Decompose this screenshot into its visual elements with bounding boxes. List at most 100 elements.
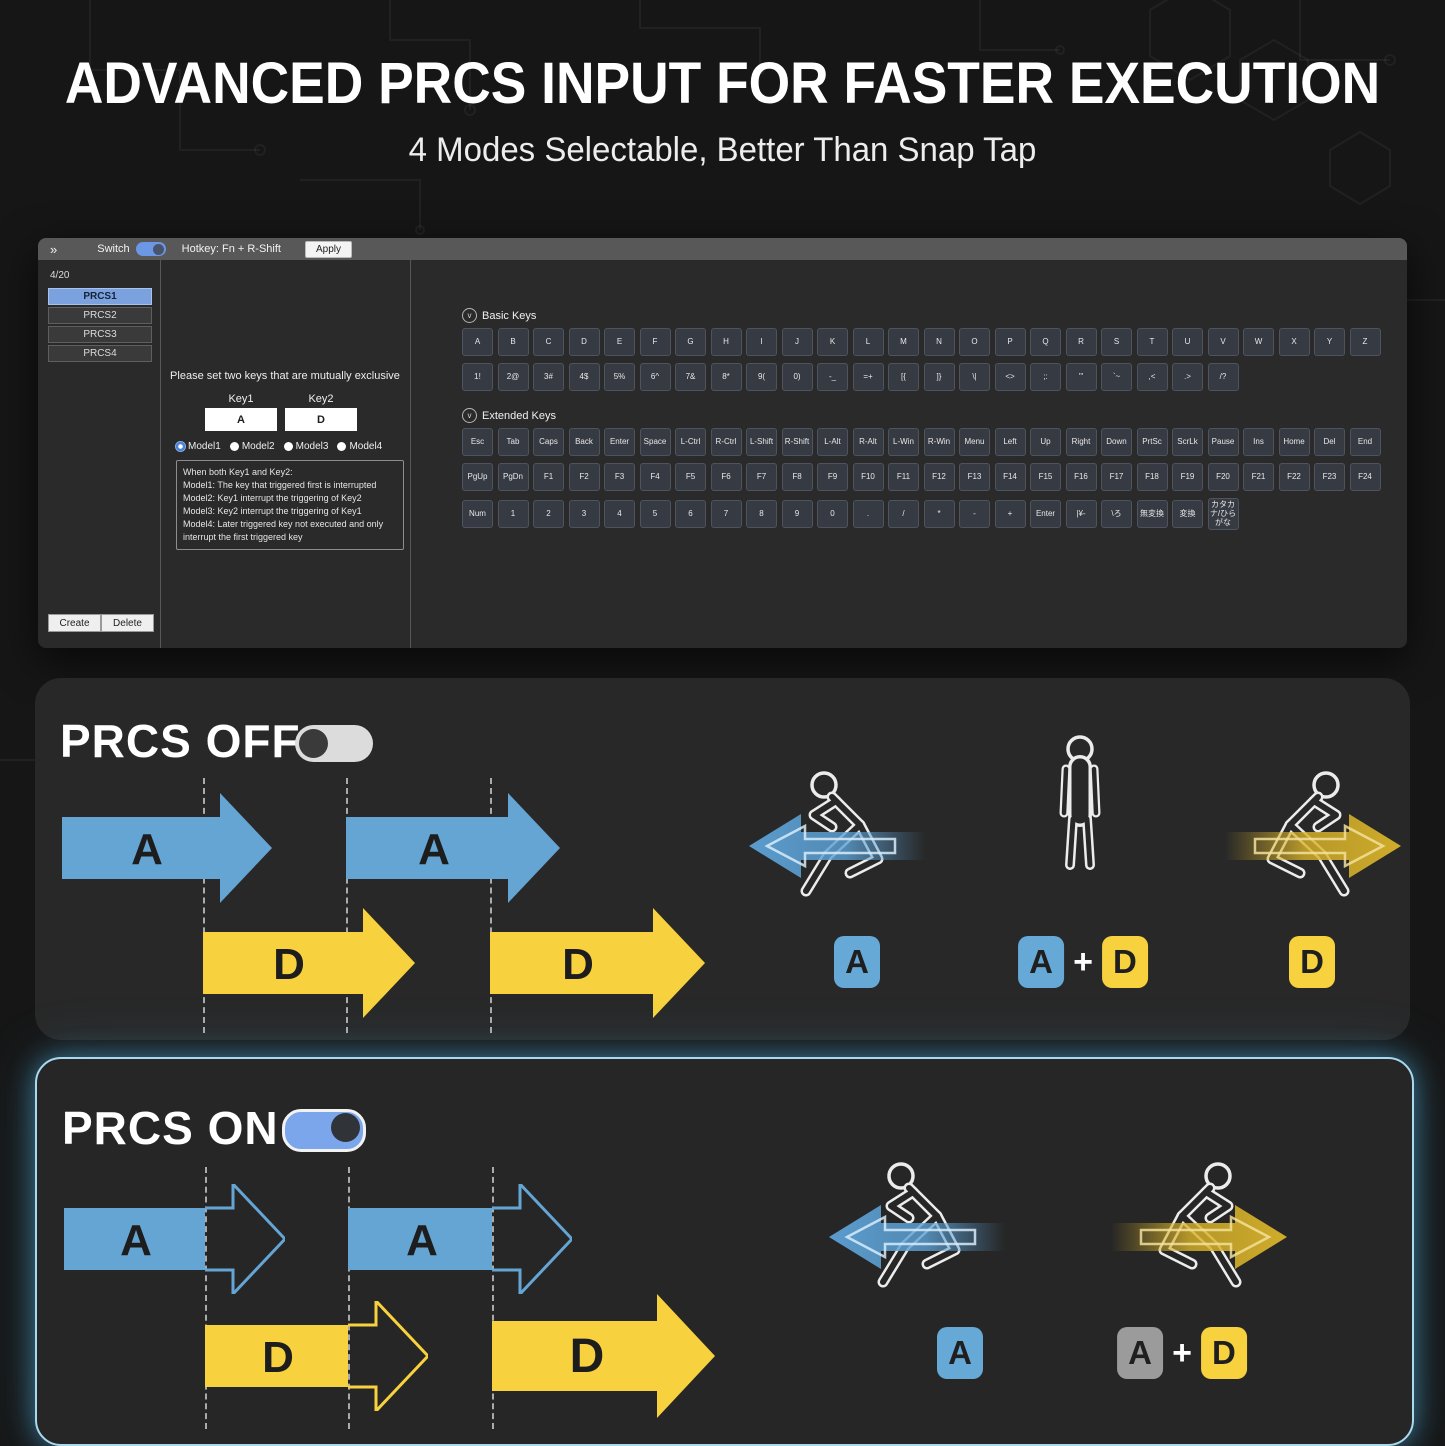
key[interactable]: F16	[1065, 463, 1097, 491]
key[interactable]: |¥-	[1065, 499, 1097, 528]
key[interactable]: 1	[497, 499, 529, 528]
key[interactable]: =+	[852, 363, 884, 391]
key[interactable]: F21	[1243, 463, 1274, 491]
key[interactable]: F	[639, 328, 671, 356]
key[interactable]: PgDn	[497, 463, 529, 491]
collapse-icon[interactable]: »	[50, 241, 58, 257]
key[interactable]: /	[888, 499, 919, 528]
key[interactable]: Space	[639, 428, 671, 456]
key[interactable]: +	[994, 499, 1026, 528]
model-radio[interactable]: Model3	[283, 441, 328, 452]
key[interactable]: Pause	[1207, 428, 1239, 456]
key[interactable]: 0)	[781, 363, 813, 391]
key[interactable]: P	[994, 328, 1026, 356]
key[interactable]: Up	[1030, 428, 1061, 456]
key[interactable]: F7	[746, 463, 777, 491]
key[interactable]: Tab	[497, 428, 529, 456]
key[interactable]: 5%	[604, 363, 635, 391]
key[interactable]: \|	[959, 363, 990, 391]
key[interactable]: \ろ	[1101, 499, 1132, 528]
sidebar-item-prcs[interactable]: PRCS4	[48, 345, 152, 362]
key[interactable]: '"	[1065, 363, 1097, 391]
delete-button[interactable]: Delete	[101, 614, 154, 632]
key[interactable]: F4	[639, 463, 671, 491]
key[interactable]: 9(	[746, 363, 777, 391]
key[interactable]: F10	[852, 463, 884, 491]
key[interactable]: Ins	[1243, 428, 1274, 456]
key[interactable]: R-Alt	[852, 428, 884, 456]
key[interactable]: M	[888, 328, 919, 356]
key[interactable]: PrtSc	[1136, 428, 1168, 456]
key[interactable]: F24	[1349, 463, 1381, 491]
key[interactable]: Q	[1030, 328, 1061, 356]
key[interactable]: L	[852, 328, 884, 356]
key[interactable]: End	[1349, 428, 1381, 456]
key[interactable]: F23	[1314, 463, 1345, 491]
key[interactable]: O	[959, 328, 990, 356]
sidebar-item-prcs[interactable]: PRCS1	[48, 288, 152, 305]
key[interactable]: F11	[888, 463, 919, 491]
key[interactable]: F15	[1030, 463, 1061, 491]
key[interactable]: F3	[604, 463, 635, 491]
key[interactable]: 6	[675, 499, 706, 528]
key[interactable]: ScrLk	[1172, 428, 1203, 456]
key[interactable]: G	[675, 328, 706, 356]
key[interactable]: Num	[462, 499, 493, 528]
key[interactable]: F12	[923, 463, 955, 491]
key[interactable]: 4	[604, 499, 635, 528]
key[interactable]: A	[462, 328, 493, 356]
key[interactable]: 1!	[462, 363, 493, 391]
key[interactable]: X	[1278, 328, 1310, 356]
key[interactable]: ]}	[923, 363, 955, 391]
key[interactable]: カタカナ/ひらがな	[1207, 498, 1239, 530]
model-radio[interactable]: Model4	[337, 441, 382, 452]
key[interactable]: Home	[1278, 428, 1310, 456]
key[interactable]: F8	[781, 463, 813, 491]
key[interactable]: Down	[1101, 428, 1132, 456]
key[interactable]: W	[1243, 328, 1274, 356]
key[interactable]: Z	[1349, 328, 1381, 356]
key[interactable]: F1	[533, 463, 564, 491]
key[interactable]: R-Ctrl	[710, 428, 742, 456]
key[interactable]: U	[1172, 328, 1203, 356]
key[interactable]: 6^	[639, 363, 671, 391]
key[interactable]: N	[923, 328, 955, 356]
model-radio[interactable]: Model1	[176, 441, 221, 452]
key[interactable]: 無変換	[1136, 499, 1168, 528]
key[interactable]: 7	[710, 499, 742, 528]
key[interactable]: L-Alt	[817, 428, 848, 456]
key[interactable]: E	[604, 328, 635, 356]
key[interactable]: 4$	[568, 363, 600, 391]
key[interactable]: 8	[746, 499, 777, 528]
key[interactable]: T	[1136, 328, 1168, 356]
key[interactable]: L-Shift	[746, 428, 777, 456]
key[interactable]: L-Win	[888, 428, 919, 456]
key[interactable]: F6	[710, 463, 742, 491]
key[interactable]: 3#	[533, 363, 564, 391]
key[interactable]: R-Shift	[781, 428, 813, 456]
key[interactable]: *	[923, 499, 955, 528]
create-button[interactable]: Create	[48, 614, 101, 632]
basic-keys-header[interactable]: v Basic Keys	[462, 308, 536, 323]
key[interactable]: ,<	[1136, 363, 1168, 391]
key[interactable]: Y	[1314, 328, 1345, 356]
key[interactable]: PgUp	[462, 463, 493, 491]
model-radio[interactable]: Model2	[229, 441, 275, 452]
key[interactable]: Back	[568, 428, 600, 456]
key2-input[interactable]: D	[285, 408, 357, 431]
key[interactable]: `~	[1101, 363, 1132, 391]
key[interactable]: -	[959, 499, 990, 528]
key[interactable]: [{	[888, 363, 919, 391]
key[interactable]: 2	[533, 499, 564, 528]
key[interactable]: Enter	[604, 428, 635, 456]
key[interactable]: Caps	[533, 428, 564, 456]
key[interactable]: F19	[1172, 463, 1203, 491]
key[interactable]: D	[568, 328, 600, 356]
key[interactable]: Enter	[1030, 499, 1061, 528]
key[interactable]: 5	[639, 499, 671, 528]
key[interactable]: F13	[959, 463, 990, 491]
key[interactable]: V	[1207, 328, 1239, 356]
key[interactable]: F20	[1207, 463, 1239, 491]
key[interactable]: F18	[1136, 463, 1168, 491]
key[interactable]: Esc	[462, 428, 493, 456]
